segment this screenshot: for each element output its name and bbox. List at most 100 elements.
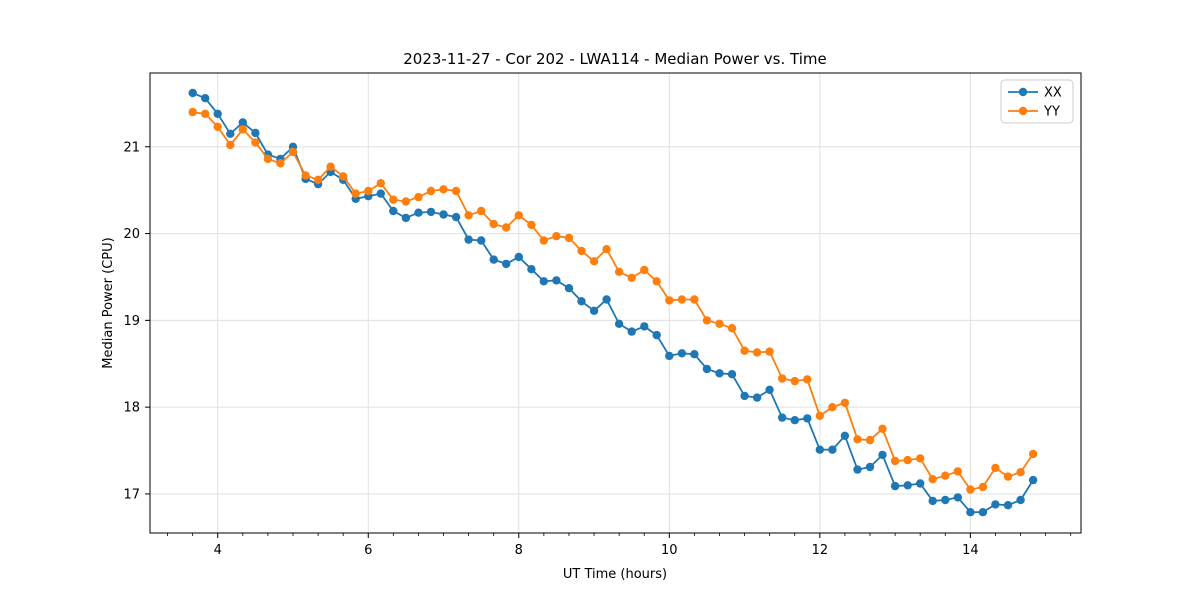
series-yy-marker bbox=[840, 398, 850, 407]
series-yy-marker bbox=[477, 206, 486, 216]
series-xx-marker bbox=[928, 496, 937, 506]
series-yy-marker bbox=[276, 159, 285, 168]
series-xx-marker bbox=[201, 94, 210, 103]
series-xx-marker bbox=[677, 349, 687, 358]
series-xx-marker bbox=[978, 508, 988, 517]
series-yy-marker bbox=[539, 236, 548, 245]
plot-border bbox=[149, 72, 1082, 534]
series-yy-marker bbox=[226, 140, 235, 150]
series-yy-marker bbox=[878, 424, 887, 433]
series-yy-marker bbox=[790, 376, 799, 386]
series-xx-marker bbox=[966, 508, 975, 517]
chart-title: 2023-11-27 - Cor 202 - LWA114 - Median P… bbox=[403, 50, 827, 68]
series-xx-marker bbox=[853, 465, 862, 474]
series-xx-marker bbox=[640, 322, 649, 331]
series-yy-marker bbox=[1016, 468, 1025, 477]
series-yy-marker bbox=[451, 186, 461, 196]
series-xx-marker bbox=[602, 295, 611, 304]
series-yy-marker bbox=[213, 122, 222, 131]
series-xx-marker bbox=[1028, 475, 1038, 485]
series-yy-marker bbox=[966, 485, 975, 494]
series-xx-marker bbox=[903, 481, 912, 490]
series-xx-marker bbox=[941, 495, 950, 505]
series-xx-marker bbox=[188, 88, 197, 98]
series-yy-marker bbox=[803, 375, 812, 384]
x-axis-label: UT Time (hours) bbox=[563, 567, 667, 582]
series-yy-marker bbox=[778, 374, 787, 383]
series-yy-marker bbox=[916, 454, 925, 463]
series-yy-marker bbox=[765, 347, 774, 356]
series-yy-marker bbox=[339, 172, 348, 181]
series-xx-marker bbox=[514, 252, 523, 262]
y-axis-label: Median Power (CPU) bbox=[101, 237, 116, 368]
series-xx-marker bbox=[865, 462, 875, 472]
legend-label-xx: XX bbox=[1044, 86, 1062, 101]
series-xx-marker bbox=[213, 109, 222, 119]
y-tick-label: 21 bbox=[123, 140, 140, 155]
series-yy-marker bbox=[589, 257, 599, 266]
series-yy-marker bbox=[752, 348, 762, 357]
series-yy-marker bbox=[564, 233, 574, 243]
series-xx-marker bbox=[627, 327, 636, 336]
series-yy-marker bbox=[702, 316, 712, 325]
series-yy-marker bbox=[401, 197, 411, 206]
series-xx-marker bbox=[389, 206, 398, 216]
series-yy-marker bbox=[464, 211, 473, 220]
legend-sample-marker-yy bbox=[1018, 106, 1028, 116]
series-xx-marker bbox=[401, 213, 411, 223]
series-xx-marker bbox=[527, 265, 536, 274]
series-xx-marker bbox=[752, 393, 762, 402]
series-xx-marker bbox=[552, 276, 561, 285]
series-yy-marker bbox=[238, 125, 247, 134]
x-tick-label: 6 bbox=[364, 543, 372, 558]
series-yy-marker bbox=[514, 211, 523, 220]
series-yy-marker bbox=[690, 295, 699, 304]
series-xx-marker bbox=[840, 431, 850, 440]
series-yy-marker bbox=[1003, 472, 1013, 481]
series-xx-marker bbox=[426, 207, 436, 217]
series-yy-marker bbox=[727, 324, 737, 333]
series-xx-marker bbox=[828, 445, 837, 454]
series-xx-marker bbox=[414, 208, 423, 217]
series-xx-marker bbox=[502, 259, 511, 269]
x-tick-label: 14 bbox=[962, 543, 979, 558]
series-yy-marker bbox=[351, 189, 360, 198]
legend-box bbox=[1000, 79, 1074, 124]
series-yy-marker bbox=[414, 192, 423, 202]
series-yy-marker bbox=[251, 138, 260, 147]
series-yy-marker bbox=[326, 162, 335, 171]
series-xx-marker bbox=[439, 210, 448, 219]
tick-layer: 4 6 8 10 12 14 17 18 19 20 21 bbox=[123, 140, 1072, 558]
y-tick-label: 17 bbox=[123, 487, 140, 502]
series-yy-marker bbox=[426, 186, 436, 196]
series-yy-marker bbox=[502, 223, 511, 232]
series-xx-marker bbox=[226, 129, 235, 138]
series-xx-line bbox=[192, 92, 1034, 514]
x-tick-label: 4 bbox=[214, 543, 222, 558]
series-xx-marker bbox=[577, 297, 586, 306]
series-yy-marker bbox=[614, 267, 624, 276]
series-xx-marker bbox=[614, 319, 624, 328]
series-yy-marker bbox=[288, 147, 298, 157]
y-tick-label: 19 bbox=[123, 314, 140, 329]
series-yy-marker bbox=[301, 171, 310, 180]
series-xx-marker bbox=[790, 416, 799, 425]
series-yy-marker bbox=[602, 245, 611, 254]
series-layer bbox=[188, 88, 1038, 517]
series-yy-marker bbox=[903, 455, 912, 465]
series-xx-marker bbox=[589, 306, 599, 315]
series-yy-marker bbox=[928, 475, 937, 484]
y-tick-label: 20 bbox=[123, 227, 140, 242]
series-yy-marker bbox=[577, 246, 586, 256]
series-yy-marker bbox=[188, 107, 197, 117]
series-xx-marker bbox=[702, 364, 712, 374]
series-xx-marker bbox=[991, 500, 1000, 509]
series-yy-marker bbox=[489, 219, 498, 229]
series-yy-marker bbox=[313, 175, 323, 184]
series-xx-marker bbox=[740, 391, 749, 401]
series-yy-marker bbox=[1028, 449, 1038, 459]
grid-layer bbox=[150, 73, 1081, 533]
series-yy-marker bbox=[201, 109, 210, 119]
series-yy-marker bbox=[828, 403, 837, 412]
